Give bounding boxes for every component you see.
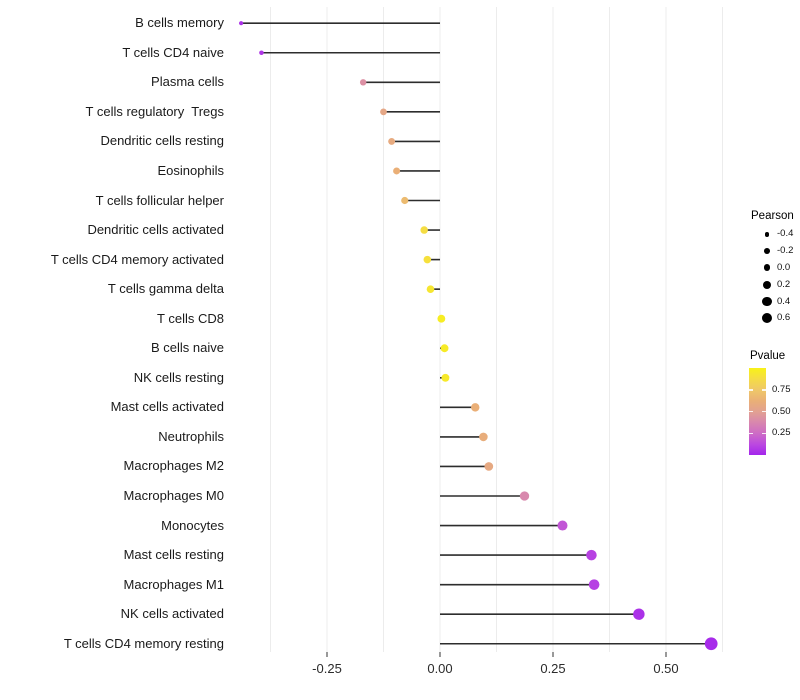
- data-point: [633, 608, 645, 620]
- pvalue-tick-mark: [749, 410, 753, 413]
- y-tick-label: T cells CD8: [157, 310, 224, 326]
- data-point: [401, 196, 409, 205]
- pvalue-tick-label: 0.25: [772, 427, 791, 439]
- y-tick-label: Dendritic cells activated: [87, 222, 224, 238]
- y-tick-label: Dendritic cells resting: [100, 133, 224, 149]
- y-tick-label: Mast cells activated: [110, 399, 224, 415]
- legend-size-label: 0.0: [777, 261, 791, 273]
- legend-size-dot: [762, 280, 772, 289]
- data-point: [393, 167, 401, 175]
- legend-size-label: 0.2: [777, 278, 791, 290]
- pvalue-legend-title: Pvalue: [750, 350, 786, 362]
- data-point: [388, 137, 396, 145]
- y-tick-label: Neutrophils: [158, 428, 224, 444]
- y-tick-label: Macrophages M2: [123, 458, 224, 474]
- y-tick-label: T cells CD4 memory resting: [63, 635, 224, 651]
- x-tick-label: 0.00: [427, 661, 453, 676]
- data-point: [519, 491, 530, 501]
- data-point: [588, 579, 600, 590]
- legend-size-label: 0.6: [777, 312, 791, 324]
- y-tick-label: NK cells resting: [133, 369, 224, 385]
- y-tick-label: T cells CD4 memory activated: [50, 251, 224, 267]
- pvalue-tick-mark: [762, 432, 766, 434]
- data-point: [423, 255, 432, 264]
- data-point: [359, 79, 367, 86]
- data-point: [380, 108, 387, 116]
- data-point: [239, 21, 244, 26]
- data-point: [484, 462, 494, 471]
- pvalue-gradient-bar: [749, 368, 766, 455]
- y-tick-label: Plasma cells: [151, 74, 224, 90]
- pvalue-tick-mark: [749, 432, 753, 434]
- legend-size-dot: [764, 248, 770, 254]
- y-tick-label: Macrophages M1: [123, 576, 224, 592]
- pvalue-tick-mark: [749, 389, 753, 391]
- y-tick-label: Mast cells resting: [123, 547, 224, 563]
- legend-size-label: 0.4: [777, 295, 791, 307]
- data-point: [479, 432, 488, 442]
- pearson-legend-title: Pearson: [751, 210, 794, 222]
- pvalue-tick-mark: [762, 410, 766, 413]
- legend-size-dot: [761, 313, 773, 324]
- y-tick-label: Monocytes: [161, 517, 224, 533]
- legend-size-label: -0.2: [777, 245, 794, 257]
- data-point: [440, 344, 449, 353]
- y-tick-label: NK cells activated: [120, 606, 224, 622]
- y-tick-label: T cells gamma delta: [107, 281, 224, 297]
- data-point: [420, 226, 428, 234]
- legend-size-label: -0.4: [777, 228, 794, 240]
- data-point: [586, 549, 597, 561]
- data-point: [437, 314, 446, 323]
- pvalue-tick-label: 0.75: [772, 383, 791, 395]
- x-tick-label: -0.25: [312, 661, 342, 676]
- data-point: [704, 637, 718, 651]
- y-tick-label: Eosinophils: [157, 162, 225, 178]
- y-tick-label: B cells naive: [151, 340, 224, 356]
- y-tick-label: T cells CD4 naive: [122, 44, 224, 60]
- data-point: [471, 403, 480, 412]
- data-point: [441, 373, 450, 382]
- pvalue-tick-label: 0.50: [772, 405, 791, 417]
- y-tick-label: B cells memory: [135, 15, 224, 31]
- y-tick-label: T cells regulatory Tregs: [85, 103, 224, 119]
- data-point: [259, 50, 264, 56]
- legend-size-dot: [762, 296, 772, 307]
- data-point: [557, 520, 568, 531]
- data-point: [426, 285, 435, 293]
- x-tick-label: 0.50: [653, 661, 679, 676]
- y-tick-label: Macrophages M0: [123, 488, 224, 503]
- legend-size-dot: [763, 264, 771, 272]
- x-tick-label: 0.25: [540, 661, 566, 676]
- pvalue-tick-mark: [762, 389, 766, 391]
- legend-size-dot: [764, 232, 770, 237]
- y-tick-label: T cells follicular helper: [95, 192, 224, 208]
